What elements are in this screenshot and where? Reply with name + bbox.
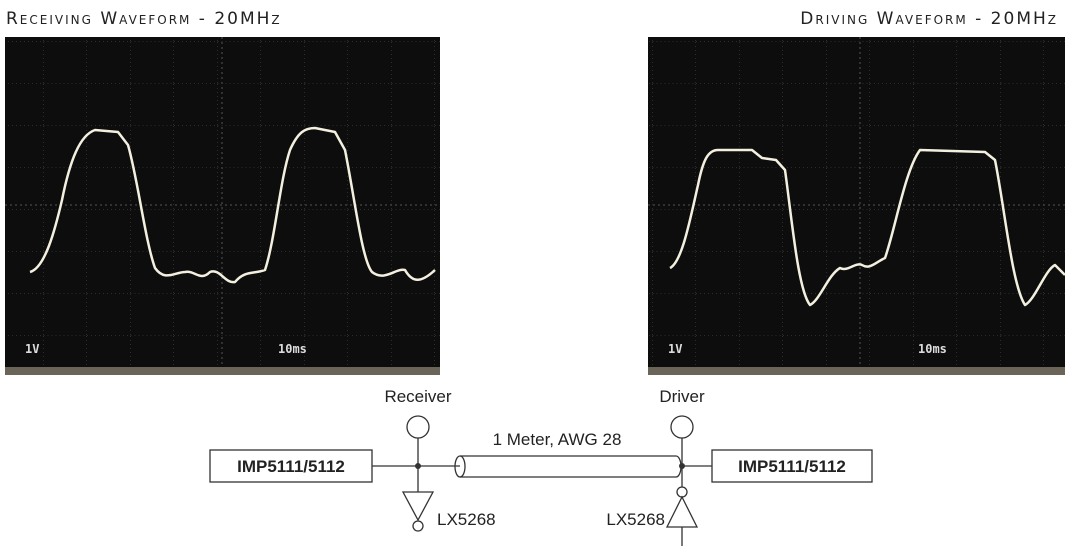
left-buffer-label: LX5268 <box>437 510 496 529</box>
volts-label: 1V <box>668 342 682 356</box>
right-buffer-label: LX5268 <box>606 510 665 529</box>
left-box-label: IMP5111/5112 <box>237 457 345 476</box>
volts-label: 1V <box>25 342 39 356</box>
right-title: Driving Waveform - 20MHz <box>800 9 1058 29</box>
circuit: Receiver Driver 1 Meter, AWG 28 IMP5111/… <box>209 387 873 546</box>
receiver-label: Receiver <box>384 387 451 406</box>
right-box-label: IMP5111/5112 <box>738 457 846 476</box>
right-scope: 1V 10ms <box>648 37 1065 375</box>
left-scope: 1V 10ms <box>5 37 440 375</box>
time-label: 10ms <box>918 342 947 356</box>
time-label: 10ms <box>278 342 307 356</box>
driver-label: Driver <box>659 387 705 406</box>
left-title: Receiving Waveform - 20MHz <box>6 9 282 29</box>
cable-label: 1 Meter, AWG 28 <box>493 430 622 449</box>
